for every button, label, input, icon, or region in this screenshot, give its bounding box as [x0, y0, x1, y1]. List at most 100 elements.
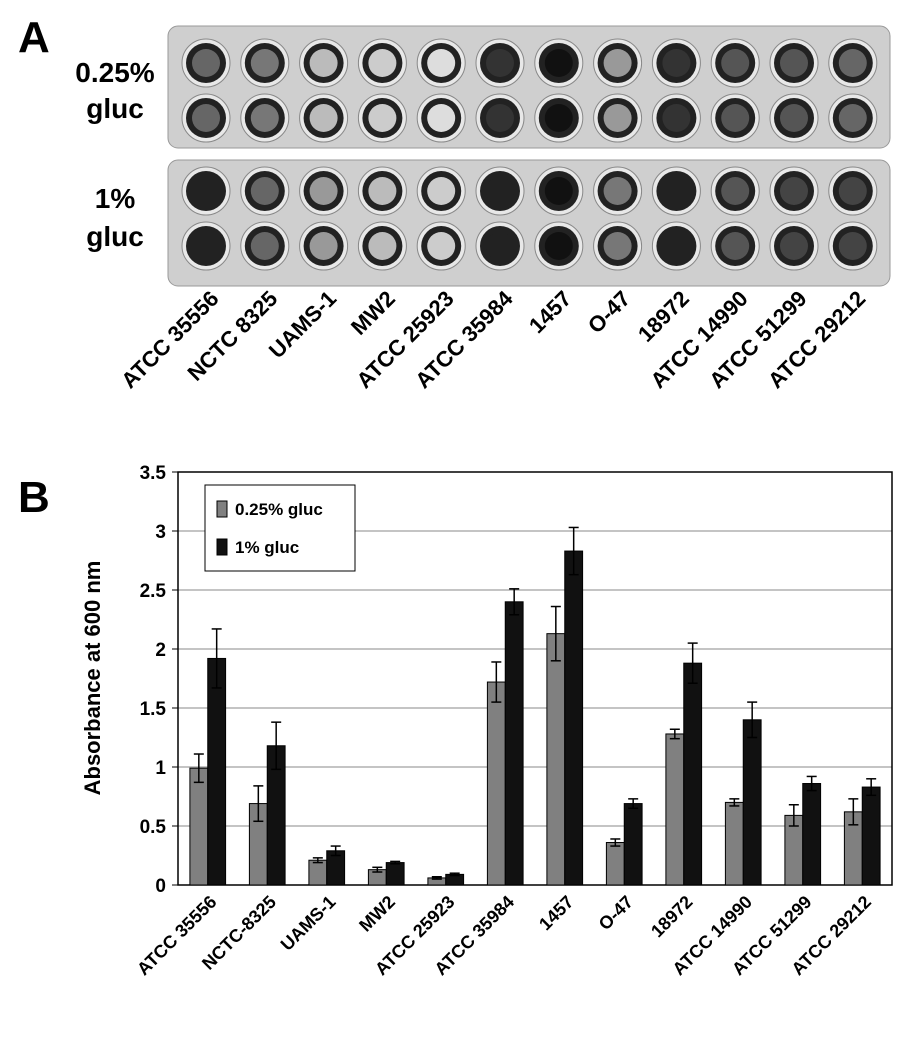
well-center — [309, 177, 338, 205]
well-center — [838, 49, 867, 77]
well-center — [250, 49, 279, 77]
error-bar — [628, 798, 639, 810]
well-center — [427, 232, 456, 260]
well-center — [838, 177, 867, 205]
error-bar — [806, 775, 817, 792]
x-tick-label: 18972 — [647, 892, 697, 942]
error-bar — [431, 875, 442, 880]
bar — [486, 681, 506, 886]
well-center — [721, 104, 750, 132]
bar — [189, 767, 209, 886]
error-bar — [390, 860, 401, 865]
well-center — [309, 232, 338, 260]
well-center — [250, 104, 279, 132]
well-center — [250, 232, 279, 260]
error-bar — [193, 753, 204, 784]
well-center — [603, 177, 632, 205]
well-center — [780, 49, 808, 77]
well-center — [662, 49, 691, 77]
panel-label: B — [18, 473, 50, 522]
bar — [207, 657, 227, 886]
x-tick-label: UAMS-1 — [277, 892, 340, 955]
bar — [861, 786, 881, 886]
well-center — [192, 232, 220, 260]
error-bar — [372, 866, 383, 873]
bar — [742, 719, 762, 886]
bar — [308, 859, 328, 886]
well-center — [603, 49, 632, 77]
well-center — [544, 104, 573, 132]
well-center — [780, 177, 808, 205]
well-center — [486, 232, 514, 260]
plot-border — [177, 471, 893, 886]
error-bar — [449, 872, 460, 877]
well-center — [780, 232, 808, 260]
well-center — [368, 232, 397, 260]
error-bar — [509, 588, 520, 616]
error-bar — [568, 526, 579, 576]
strain-label: O-47 — [583, 286, 635, 338]
legend-label: 1% gluc — [235, 538, 299, 557]
x-tick-label: O-47 — [595, 892, 637, 934]
well-center — [250, 177, 279, 205]
error-bar — [211, 628, 222, 689]
row-label: 1% — [95, 183, 136, 214]
error-bar — [866, 778, 877, 797]
well-center — [662, 104, 691, 132]
well-center — [368, 177, 397, 205]
bar — [546, 633, 566, 886]
row-label: 0.25% — [75, 57, 154, 88]
y-tick-label: 2.5 — [140, 581, 167, 602]
well-center — [603, 232, 632, 260]
panel-label: A — [18, 13, 50, 62]
well-center — [192, 177, 220, 205]
plate — [167, 159, 891, 287]
bar — [385, 862, 405, 886]
well-center — [721, 232, 750, 260]
error-bar — [788, 804, 799, 827]
plate — [167, 25, 891, 149]
well-center — [662, 232, 691, 260]
well-center — [486, 49, 514, 77]
well-center — [427, 49, 456, 77]
error-bar — [312, 857, 323, 864]
legend-box — [204, 484, 356, 572]
error-bar — [271, 721, 282, 771]
plates — [167, 25, 891, 287]
well-center — [309, 49, 338, 77]
y-tick-label: 1.5 — [140, 699, 167, 720]
bar — [724, 801, 744, 886]
error-bar — [848, 798, 859, 826]
bar — [564, 550, 584, 886]
y-tick-label: 1 — [155, 758, 166, 779]
error-bar — [253, 785, 264, 823]
bar — [665, 733, 685, 886]
well-center — [838, 232, 867, 260]
well-center — [544, 177, 573, 205]
well-center — [603, 104, 632, 132]
error-bar — [747, 701, 758, 739]
error-bar — [729, 798, 740, 807]
bar — [623, 803, 643, 886]
error-bar — [687, 642, 698, 684]
row-label: gluc — [86, 221, 144, 252]
well-center — [309, 104, 338, 132]
well-center — [368, 49, 397, 77]
bar — [504, 601, 524, 886]
bar — [683, 662, 703, 886]
y-tick-label: 3.5 — [140, 463, 167, 484]
well-center — [427, 104, 456, 132]
y-tick-label: 0.5 — [140, 817, 167, 838]
well-center — [192, 49, 220, 77]
error-bar — [669, 728, 680, 740]
bar — [802, 783, 822, 886]
x-tick-label: 1457 — [535, 892, 577, 934]
well-center — [838, 104, 867, 132]
legend-label: 0.25% gluc — [235, 500, 323, 519]
x-tick-label: MW2 — [355, 892, 399, 936]
row-label: gluc — [86, 93, 144, 124]
error-bar — [491, 661, 502, 703]
legend-swatch — [216, 500, 228, 518]
y-tick-label: 3 — [155, 522, 166, 543]
